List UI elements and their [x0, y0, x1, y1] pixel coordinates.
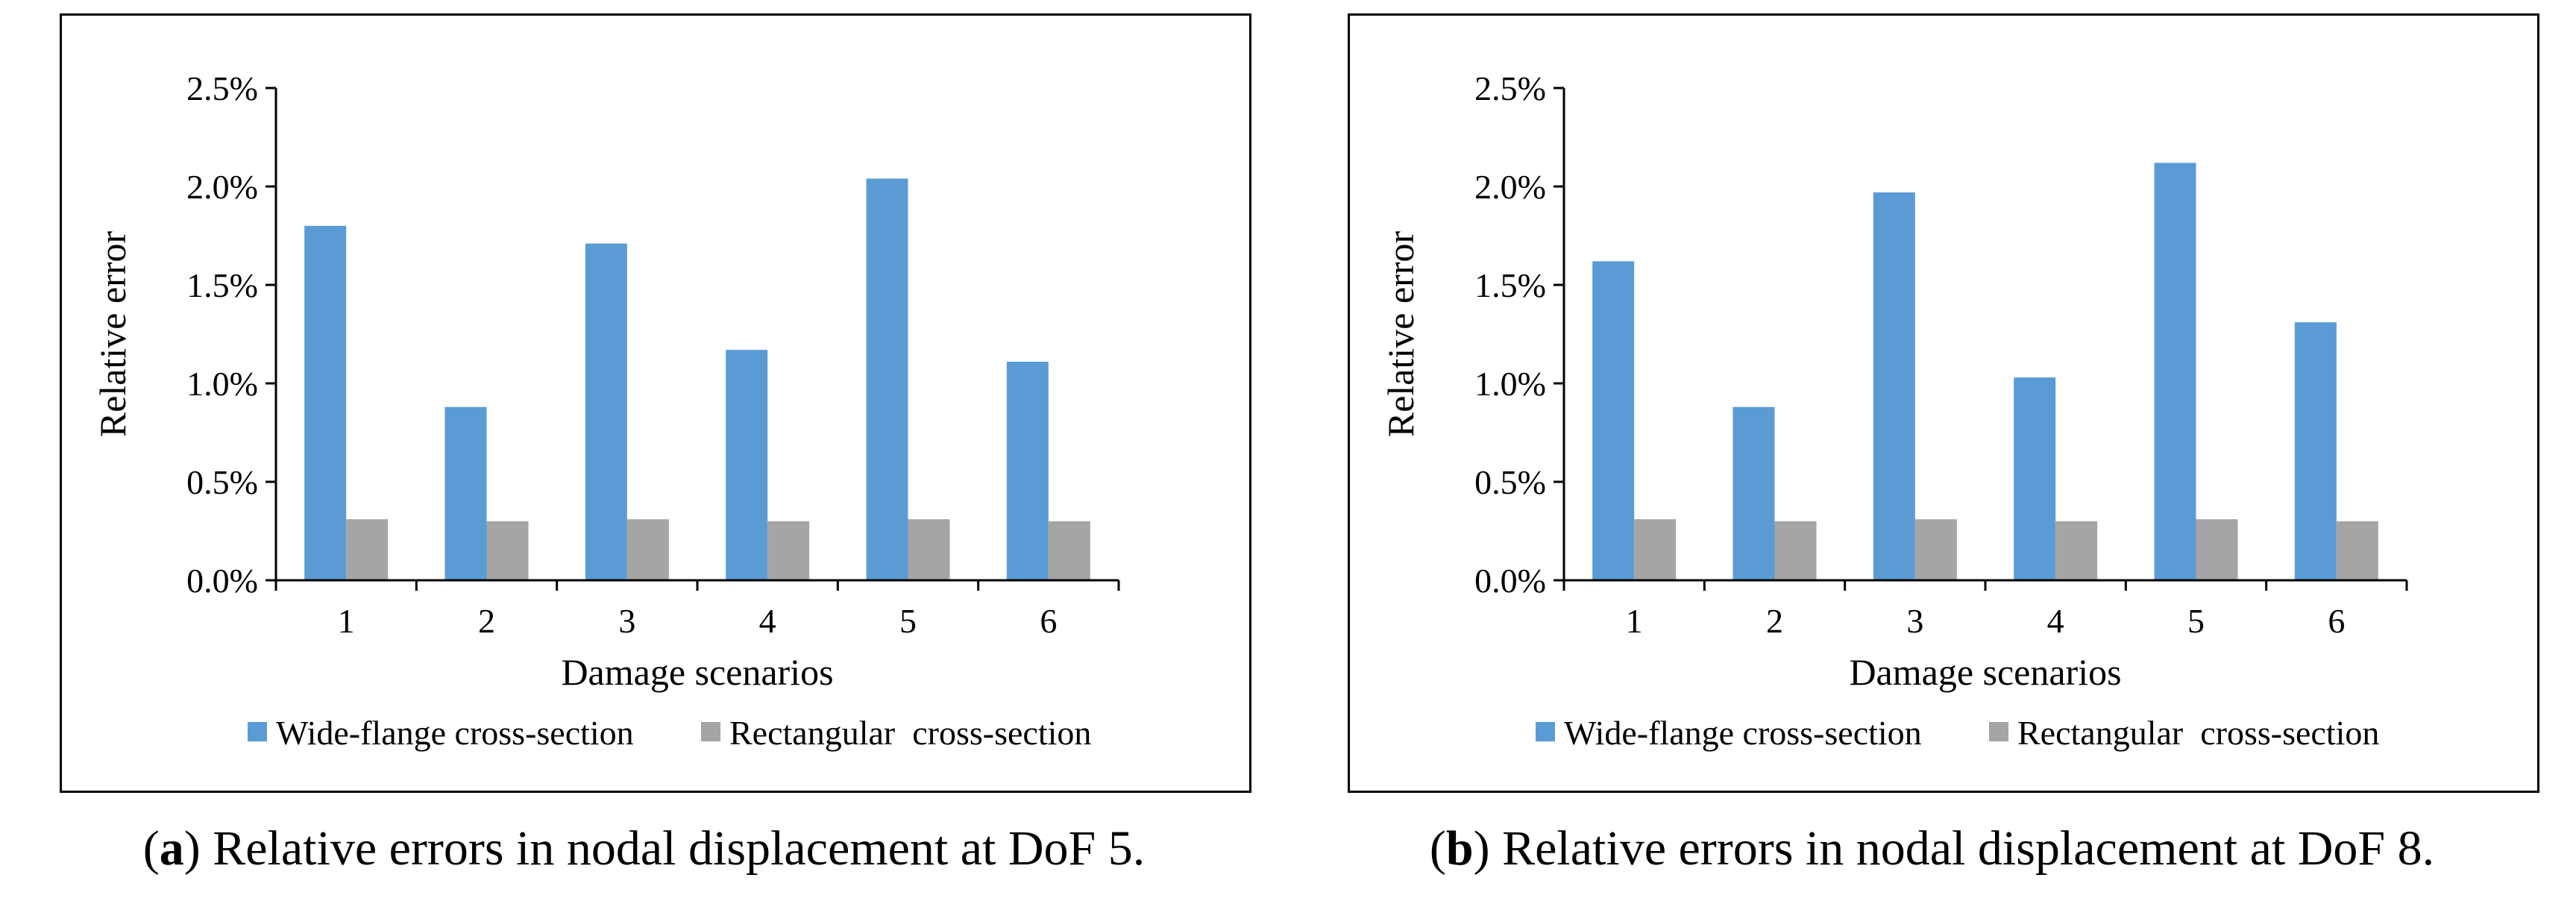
x-tick-label: 6	[2328, 602, 2345, 640]
bar-rectangular-6	[1048, 521, 1090, 580]
bar-rectangular-2	[486, 521, 529, 580]
x-axis-title: Damage scenarios	[561, 651, 833, 693]
x-axis-title: Damage scenarios	[1849, 651, 2121, 693]
y-tick-label: 1.5%	[186, 266, 258, 304]
legend-swatch-wide-flange	[1536, 722, 1555, 741]
x-tick-label: 6	[1040, 602, 1057, 640]
bar-wide-flange-3	[1873, 192, 1915, 580]
bar-rectangular-5	[908, 519, 950, 580]
bar-rectangular-3	[1914, 519, 1957, 580]
y-tick-label: 1.0%	[186, 365, 258, 403]
y-tick-label: 1.5%	[1474, 266, 1546, 304]
x-tick-label: 4	[2047, 602, 2064, 640]
chart-panel-a: 0.0% 0.5% 1.0% 1.5% 2.0% 2.5% 1 2 3 4 5 6 Damage sce…	[60, 13, 1251, 876]
bar-wide-flange-6	[2294, 322, 2337, 580]
chart-frame	[1348, 13, 2539, 793]
chart-panel-b: 0.0% 0.5% 1.0% 1.5% 2.0% 2.5% 1 2 3 4 5 6 Damage sce…	[1288, 0, 2576, 901]
x-tick-label: 5	[899, 602, 917, 640]
bar-rectangular-1	[1634, 519, 1677, 580]
caption-a: (a) Relative errors in nodal displacemen…	[142, 821, 1146, 876]
caption-a-label: a	[159, 821, 184, 876]
bar-wide-flange-4	[2014, 377, 2056, 580]
bar-wide-flange-5	[866, 178, 908, 580]
y-tick-label: 2.5%	[1474, 69, 1546, 107]
bar-rectangular-6	[2336, 521, 2378, 580]
x-tick-label: 2	[478, 602, 495, 640]
y-tick-label: 0.5%	[186, 463, 258, 501]
legend-swatch-rectangular	[1989, 722, 2008, 741]
y-tick-label: 2.0%	[186, 168, 258, 206]
chart-frame	[60, 13, 1251, 793]
legend-label-rectangular: Rectangular cross-section	[729, 714, 1091, 752]
bar-rectangular-4	[767, 521, 810, 580]
y-tick-label: 2.5%	[186, 69, 258, 107]
bar-wide-flange-2	[1732, 406, 1775, 580]
x-tick-label: 4	[759, 602, 776, 640]
bar-wide-flange-1	[1592, 261, 1635, 580]
bar-wide-flange-3	[585, 243, 627, 580]
y-tick-label: 1.0%	[1474, 365, 1546, 403]
bar-wide-flange-4	[726, 350, 768, 580]
bar-rectangular-2	[1774, 521, 1817, 580]
x-tick-label: 1	[338, 602, 355, 640]
chart-a-svg: 0.0% 0.5% 1.0% 1.5% 2.0% 2.5% 1 2 3 4 5 6 Damage sce…	[92, 69, 1120, 752]
caption-b: (b) Relative errors in nodal displacemen…	[1429, 821, 2435, 876]
x-tick-label: 3	[1906, 602, 1923, 640]
x-tick-label: 2	[1766, 602, 1783, 640]
x-tick-label: 3	[618, 602, 635, 640]
y-axis-title: Relative error	[1380, 231, 1421, 438]
x-tick-label: 5	[2187, 602, 2205, 640]
y-tick-label: 0.0%	[1474, 562, 1546, 600]
caption-b-label: b	[1445, 821, 1474, 876]
legend-label-wide-flange: Wide-flange cross-section	[1564, 714, 1922, 752]
legend-label-wide-flange: Wide-flange cross-section	[276, 714, 634, 752]
legend-swatch-wide-flange	[248, 722, 267, 741]
y-tick-label: 0.0%	[186, 562, 258, 600]
bar-rectangular-4	[2055, 521, 2098, 580]
legend-swatch-rectangular	[701, 722, 720, 741]
y-axis-title: Relative error	[92, 231, 133, 438]
y-tick-label: 2.0%	[1474, 168, 1546, 206]
bar-wide-flange-2	[444, 406, 487, 580]
legend-label-rectangular: Rectangular cross-section	[2017, 714, 2379, 752]
bar-wide-flange-1	[304, 225, 347, 580]
bar-wide-flange-5	[2154, 163, 2196, 580]
y-tick-label: 0.5%	[1474, 463, 1546, 501]
chart-b-svg: 0.0% 0.5% 1.0% 1.5% 2.0% 2.5% 1 2 3 4 5 6 Damage sce…	[1380, 69, 2408, 752]
bar-wide-flange-6	[1006, 361, 1049, 580]
x-tick-label: 1	[1626, 602, 1643, 640]
bar-rectangular-3	[626, 519, 669, 580]
bar-rectangular-1	[346, 519, 389, 580]
caption-b-text: Relative errors in nodal displacement at…	[1489, 821, 2435, 876]
bar-rectangular-5	[2196, 519, 2238, 580]
caption-a-text: Relative errors in nodal displacement at…	[200, 821, 1146, 876]
